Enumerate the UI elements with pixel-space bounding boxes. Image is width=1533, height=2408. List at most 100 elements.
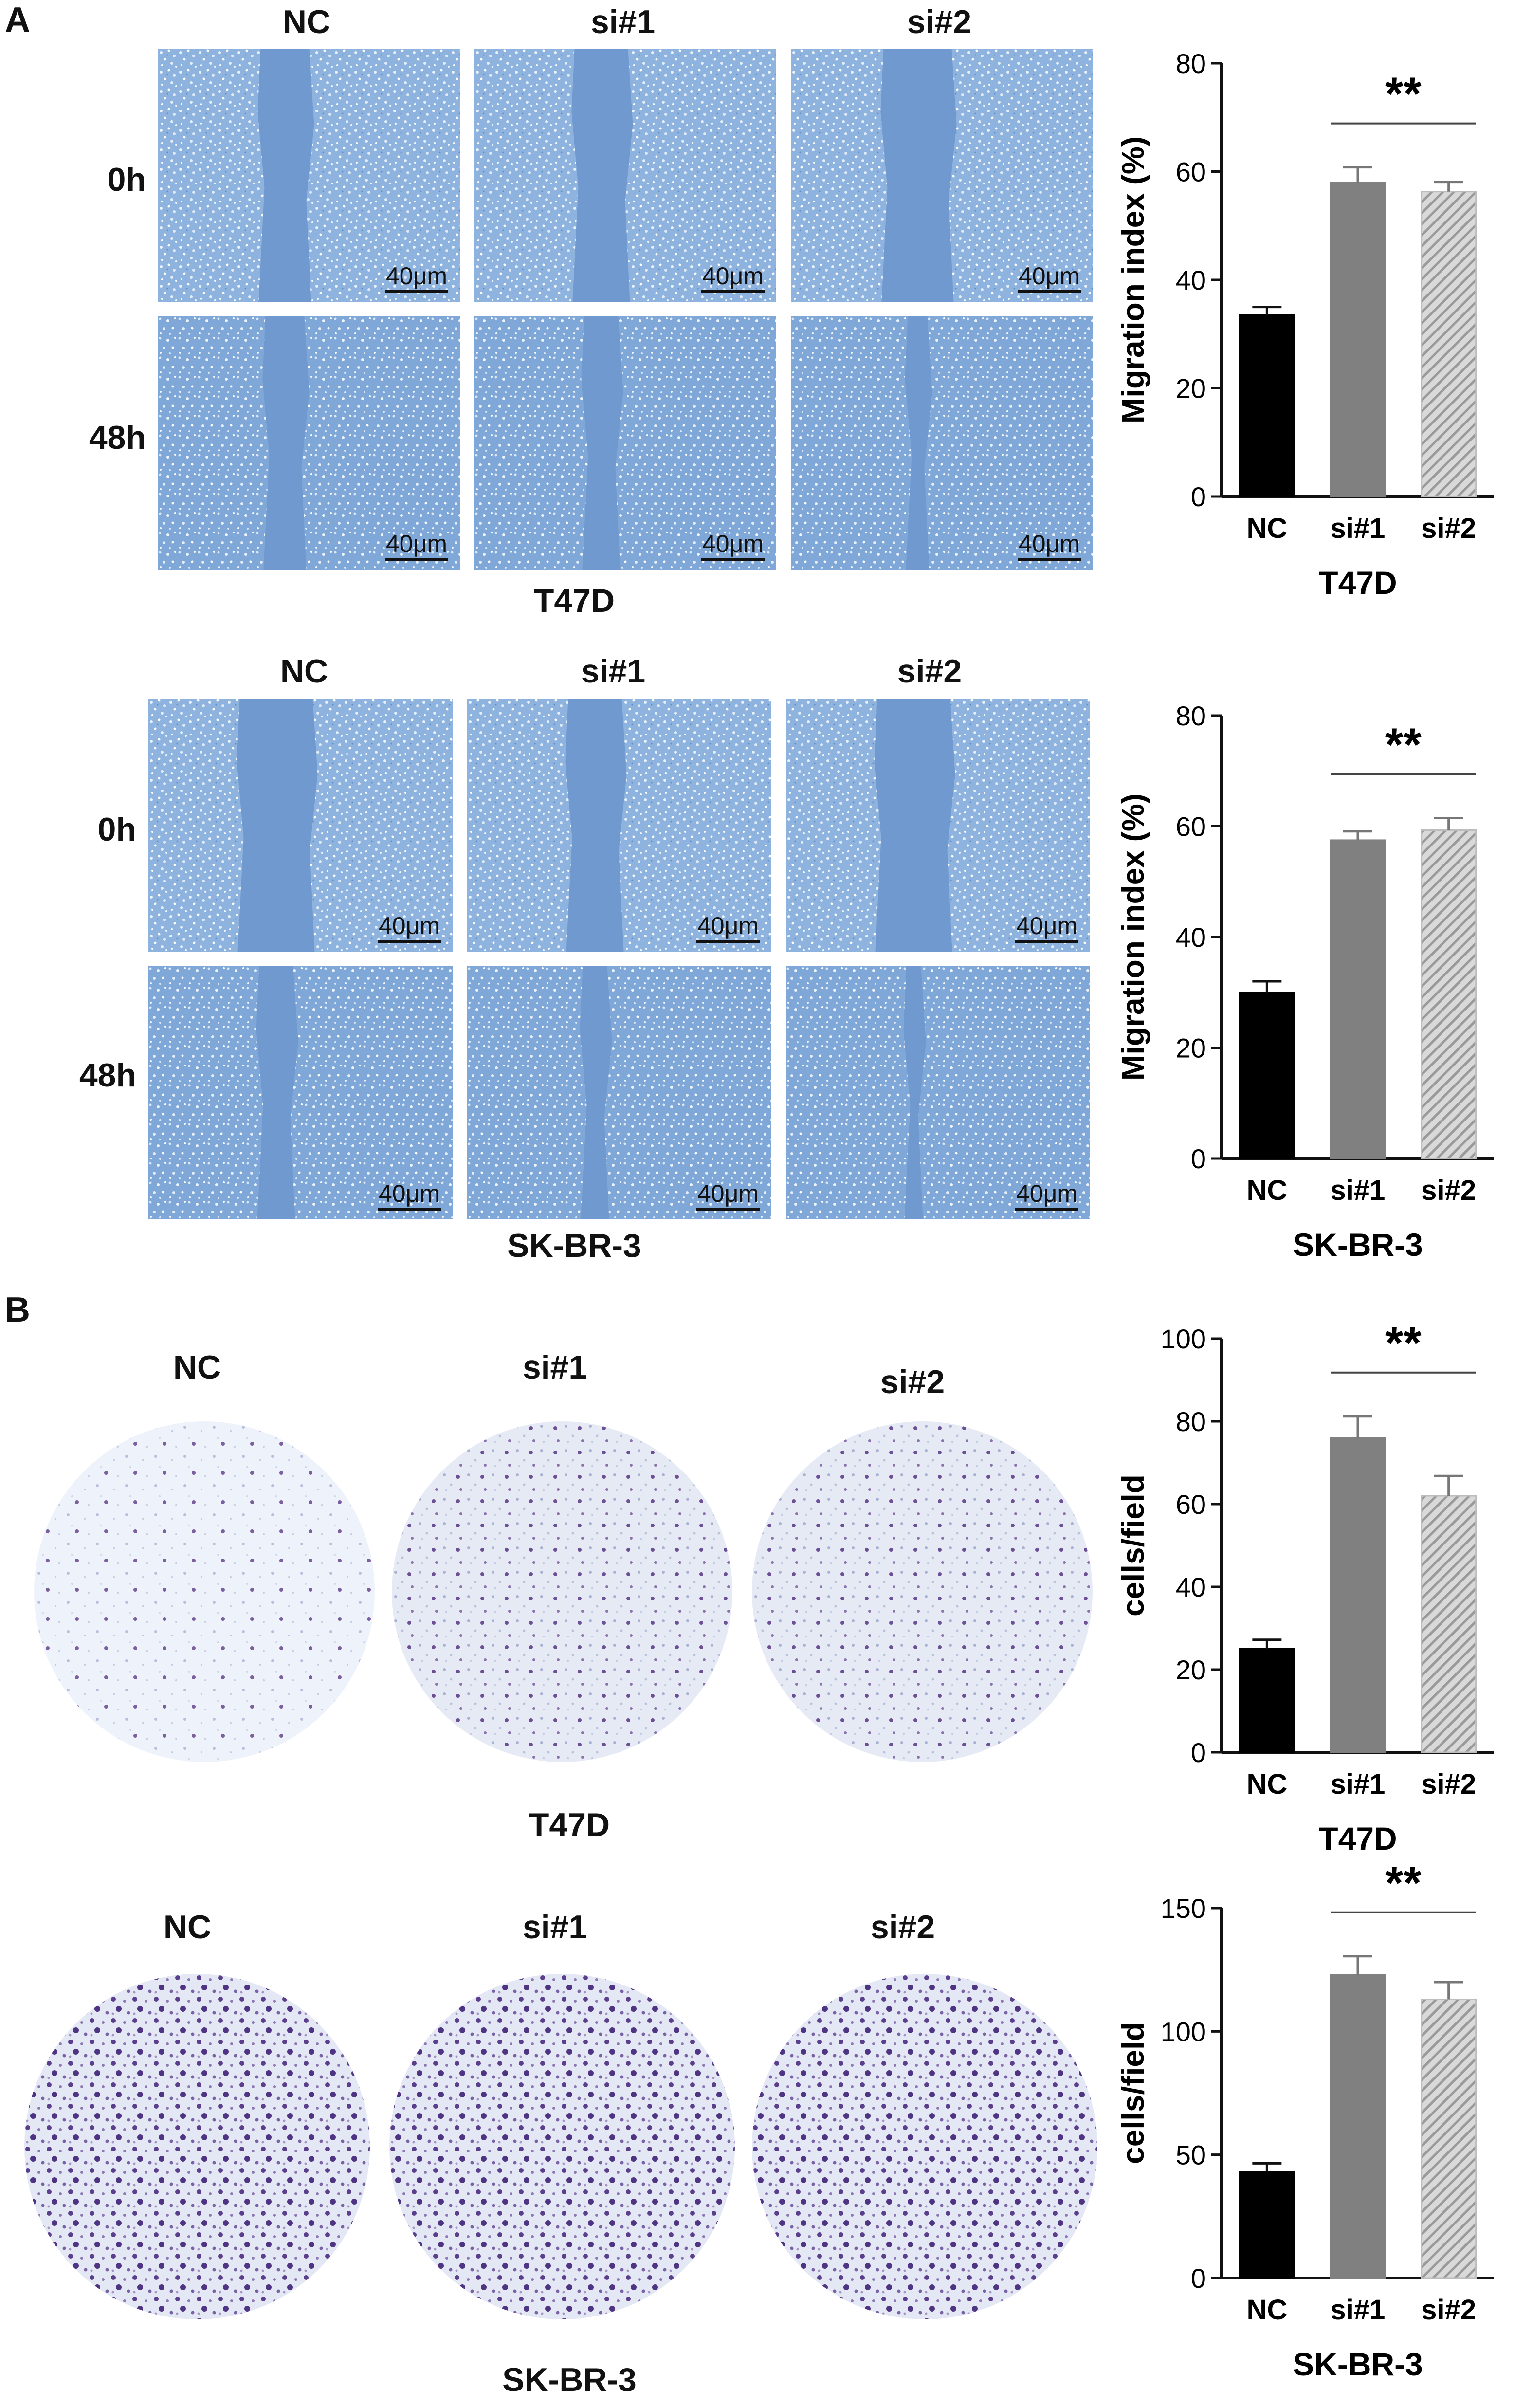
invasion-skbr3-ytick-label-3: 150 xyxy=(1161,1893,1206,1924)
scale-bar: 40μm xyxy=(696,1179,760,1211)
scale-bar-line xyxy=(1015,1208,1078,1211)
migration-t47d-bar-1 xyxy=(1330,182,1386,497)
invasion-skbr3-ylabel: cells/field xyxy=(1115,2022,1150,2164)
scale-bar-label: 40μm xyxy=(1018,530,1080,557)
scale-bar: 40μm xyxy=(385,262,448,293)
migration-skbr3-sig-label: ** xyxy=(1385,718,1422,771)
scale-bar-label: 40μm xyxy=(697,912,759,939)
scratch-skbr3-row-0h: 0h xyxy=(97,811,136,848)
scale-bar-line xyxy=(701,290,765,293)
invasion-t47d-ylabel: cells/field xyxy=(1115,1474,1150,1617)
migration-t47d-bar-2 xyxy=(1421,191,1477,497)
scale-bar-label: 40μm xyxy=(1018,262,1080,290)
invasion-t47d-sig-label: ** xyxy=(1385,1317,1422,1369)
scratch-skbr3-row-48h: 48h xyxy=(79,1057,136,1094)
migration-t47d-xlabel: T47D xyxy=(1318,565,1397,601)
invasion-chart-skbr3: 0 50 100 150 cells/field NC si#1 si#2 ** SK-BR-3 xyxy=(1115,1857,1494,2382)
transwell-dish-t47d-nc xyxy=(34,1421,375,1762)
migration-t47d-sig-label: ** xyxy=(1385,68,1422,120)
scratch-t47d-row-48h: 48h xyxy=(89,419,146,456)
migration-t47d-ytick-label-2: 40 xyxy=(1176,265,1206,295)
invasion-t47d-ytick-label-4: 80 xyxy=(1176,1406,1206,1437)
invasion-skbr3-xtick-label-1: si#1 xyxy=(1331,2294,1386,2326)
scale-bar: 40μm xyxy=(1018,262,1081,293)
migration-skbr3-ylabel: Migration index (%) xyxy=(1115,793,1150,1081)
scale-bar: 40μm xyxy=(701,530,765,561)
invasion-skbr3-xtick-label-2: si#2 xyxy=(1421,2294,1476,2326)
migration-skbr3-ytick-label-3: 60 xyxy=(1176,811,1206,842)
transwell-skbr3-col-nc: NC xyxy=(163,1909,212,1946)
invasion-skbr3-xtick-label-0: NC xyxy=(1246,2294,1287,2326)
migration-t47d-xtick-label-1: si#1 xyxy=(1331,513,1386,544)
migration-skbr3-xtick-label-0: NC xyxy=(1246,1175,1287,1206)
scratch-t47d-col-nc: NC xyxy=(282,3,331,40)
scale-bar: 40μm xyxy=(378,912,441,943)
migration-t47d-ytick-label-4: 80 xyxy=(1176,48,1206,79)
scale-bar-line xyxy=(1015,940,1078,943)
scratch-t47d-micrograph-nc-0h: 40μm xyxy=(158,49,460,302)
invasion-t47d-ytick-label-3: 60 xyxy=(1176,1489,1206,1520)
invasion-skbr3-bar-0 xyxy=(1239,2171,1295,2279)
invasion-skbr3-sig-label: ** xyxy=(1385,1857,1422,1909)
scale-bar-label: 40μm xyxy=(1016,912,1078,939)
panel-b-letter: B xyxy=(5,1290,30,1329)
invasion-t47d-ytick-label-0: 0 xyxy=(1191,1737,1206,1768)
scale-bar-line xyxy=(1018,290,1081,293)
scratch-t47d-micrograph-si2-0h: 40μm xyxy=(791,49,1093,302)
invasion-t47d-bar-1 xyxy=(1330,1437,1386,1753)
migration-t47d-ytick-label-3: 60 xyxy=(1176,157,1206,187)
scale-bar-line xyxy=(1018,558,1081,561)
migration-chart-skbr3: 0 20 40 60 80 Migration index (%) NC si#1 si#2 **… xyxy=(1115,700,1494,1263)
scratch-skbr3-micrograph-nc-48h: 40μm xyxy=(148,966,453,1219)
invasion-t47d-xtick-label-0: NC xyxy=(1246,1768,1287,1800)
invasion-skbr3-xlabel: SK-BR-3 xyxy=(1293,2346,1423,2382)
transwell-dish-skbr3-si1 xyxy=(389,1974,735,2319)
migration-chart-t47d: 0 20 40 60 80 Migration index (%) NC si#1 si#2 **… xyxy=(1115,48,1494,601)
migration-skbr3-bar-2 xyxy=(1421,829,1477,1159)
scale-bar-label: 40μm xyxy=(378,912,440,939)
scale-bar: 40μm xyxy=(378,1179,441,1211)
migration-skbr3-bar-1 xyxy=(1330,839,1386,1159)
scale-bar-label: 40μm xyxy=(385,262,448,290)
invasion-t47d-ytick-label-5: 100 xyxy=(1161,1323,1206,1354)
invasion-t47d-ytick-label-2: 40 xyxy=(1176,1572,1206,1602)
scratch-skbr3-col-si1: si#1 xyxy=(581,653,646,690)
transwell-dish-t47d-si1 xyxy=(392,1421,732,1762)
migration-t47d-bar-0 xyxy=(1239,314,1295,497)
invasion-skbr3-ytick-label-1: 50 xyxy=(1176,2140,1206,2170)
migration-skbr3-xlabel: SK-BR-3 xyxy=(1293,1227,1423,1263)
scale-bar-label: 40μm xyxy=(378,1180,440,1207)
scratch-skbr3-micrograph-nc-0h: 40μm xyxy=(148,699,453,952)
scratch-t47d-micrograph-si1-48h: 40μm xyxy=(474,316,776,570)
transwell-dish-skbr3-nc xyxy=(24,1974,370,2319)
transwell-skbr3-col-si1: si#1 xyxy=(522,1909,587,1946)
migration-skbr3-ytick-label-1: 20 xyxy=(1176,1033,1206,1064)
scratch-skbr3-col-nc: NC xyxy=(280,653,328,690)
transwell-t47d-col-si2: si#2 xyxy=(880,1363,945,1400)
scratch-skbr3-micrograph-si2-48h: 40μm xyxy=(786,966,1090,1219)
invasion-t47d-xtick-label-1: si#1 xyxy=(1331,1768,1386,1800)
migration-skbr3-ytick-label-0: 0 xyxy=(1191,1143,1206,1174)
migration-skbr3-ytick-label-2: 40 xyxy=(1176,922,1206,953)
invasion-chart-t47d: 0 20 40 60 80 100 cells/field NC si#1 si#2 ** T47D xyxy=(1115,1317,1494,1857)
invasion-t47d-ytick-label-1: 20 xyxy=(1176,1654,1206,1685)
scale-bar-label: 40μm xyxy=(1016,1180,1078,1207)
scale-bar-line xyxy=(378,940,441,943)
scratch-skbr3-col-si2: si#2 xyxy=(897,653,962,690)
scale-bar-line xyxy=(385,290,448,293)
scale-bar: 40μm xyxy=(1015,1179,1078,1211)
scratch-t47d-micrograph-nc-48h: 40μm xyxy=(158,316,460,570)
migration-t47d-ylabel: Migration index (%) xyxy=(1115,136,1150,423)
scale-bar-label: 40μm xyxy=(697,1180,759,1207)
scratch-skbr3-micrograph-si1-48h: 40μm xyxy=(467,966,771,1219)
scratch-skbr3-cell-label: SK-BR-3 xyxy=(507,1227,641,1264)
panel-a-letter: A xyxy=(5,0,30,39)
scale-bar-label: 40μm xyxy=(385,530,448,557)
transwell-skbr3-cell-label: SK-BR-3 xyxy=(502,2361,637,2398)
scale-bar-line xyxy=(701,558,765,561)
scale-bar: 40μm xyxy=(696,912,760,943)
scale-bar: 40μm xyxy=(701,262,765,293)
invasion-skbr3-ytick-label-2: 100 xyxy=(1161,2016,1206,2047)
scale-bar-line xyxy=(378,1208,441,1211)
invasion-t47d-bar-0 xyxy=(1239,1648,1295,1753)
